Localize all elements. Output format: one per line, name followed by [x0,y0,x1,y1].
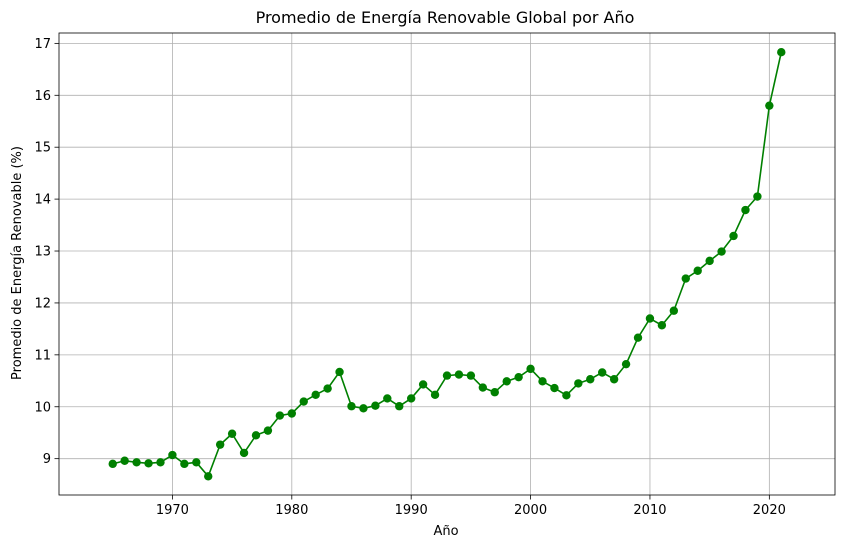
data-point [454,370,464,379]
data-point [550,383,559,393]
y-tick-label: 15 [34,141,51,156]
data-point [753,192,762,201]
data-point [287,409,296,418]
data-point [275,411,285,420]
data-point [717,247,726,256]
plot-border [58,32,836,496]
data-point [693,266,702,275]
y-tick-label: 11 [34,348,51,363]
data-point [251,431,261,440]
y-tick-label: 13 [34,245,51,260]
data-point [598,368,607,377]
data-point [120,456,129,465]
data-point [144,459,153,468]
x-tick-label: 2000 [514,503,547,518]
data-point [215,440,225,449]
data-point [335,367,344,377]
data-point [108,459,117,469]
x-tick-label: 2020 [753,503,786,518]
data-point [633,333,643,342]
data-point [586,375,595,384]
data-point [526,364,535,374]
data-point [574,379,583,388]
data-point [657,321,667,330]
data-point [538,377,547,386]
axis-ticks: 1970 1980 1990 2000 2010 2020 9 10 11 12 13 14 15 16 1… [34,37,785,518]
data-point [418,380,428,389]
data-point [478,383,488,392]
y-tick-label: 10 [34,400,51,415]
x-tick-label: 1980 [275,503,308,518]
y-tick-label: 12 [34,296,51,311]
data-point [705,256,714,266]
data-point [562,391,571,400]
data-point [395,402,404,411]
data-point [311,390,320,400]
data-point [669,306,679,315]
data-point [514,372,523,382]
data-point [645,314,655,323]
x-axis-title: Año [433,524,458,539]
data-point [359,404,368,413]
data-point [406,394,416,403]
data-point [430,390,440,400]
data-point [502,377,511,386]
data-point [180,459,189,469]
series-line [108,48,786,481]
data-point [263,426,273,435]
data-point [299,397,308,406]
data-point [347,402,356,411]
data-point [621,359,631,369]
data-point [609,375,619,384]
data-point [192,458,201,467]
data-point [371,401,380,410]
data-point [765,101,774,110]
data-point [323,384,332,393]
data-point [741,205,750,215]
data-point [204,472,213,481]
data-point [729,231,738,241]
y-tick-label: 17 [34,37,51,52]
data-point [777,48,786,57]
data-point [156,458,165,467]
data-point [239,448,249,458]
y-tick-label: 14 [34,193,51,208]
y-tick-label: 9 [43,452,51,467]
y-axis-title: Promedio de Energía Renovable (%) [10,146,25,380]
plot-frame [58,32,836,496]
x-tick-label: 1970 [156,503,189,518]
x-tick-label: 2010 [633,503,666,518]
data-point [442,371,452,380]
data-point [681,274,690,283]
grid [59,33,835,495]
series-path [112,52,783,478]
chart-title: Promedio de Energía Renovable Global por… [256,8,635,27]
data-point [466,371,476,380]
data-point [490,388,499,397]
data-point [168,450,177,460]
data-point [132,458,141,467]
x-tick-label: 1990 [395,503,428,518]
data-point [227,429,237,438]
data-point [383,394,392,403]
y-tick-label: 16 [34,89,51,104]
